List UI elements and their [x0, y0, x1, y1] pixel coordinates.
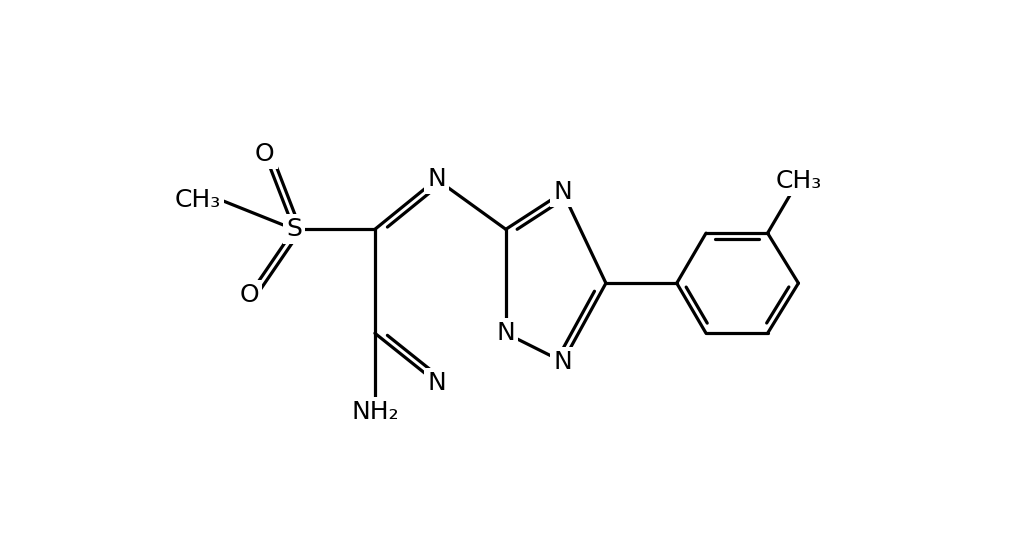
Text: N: N — [553, 350, 572, 374]
Text: O: O — [255, 142, 274, 166]
Text: N: N — [496, 322, 515, 345]
Text: S: S — [286, 217, 302, 242]
Text: N: N — [427, 167, 445, 191]
Text: CH₃: CH₃ — [174, 188, 221, 212]
Text: NH₂: NH₂ — [351, 400, 398, 424]
Text: N: N — [427, 370, 445, 394]
Text: N: N — [553, 180, 572, 205]
Text: CH₃: CH₃ — [774, 169, 820, 193]
Text: O: O — [239, 283, 259, 307]
